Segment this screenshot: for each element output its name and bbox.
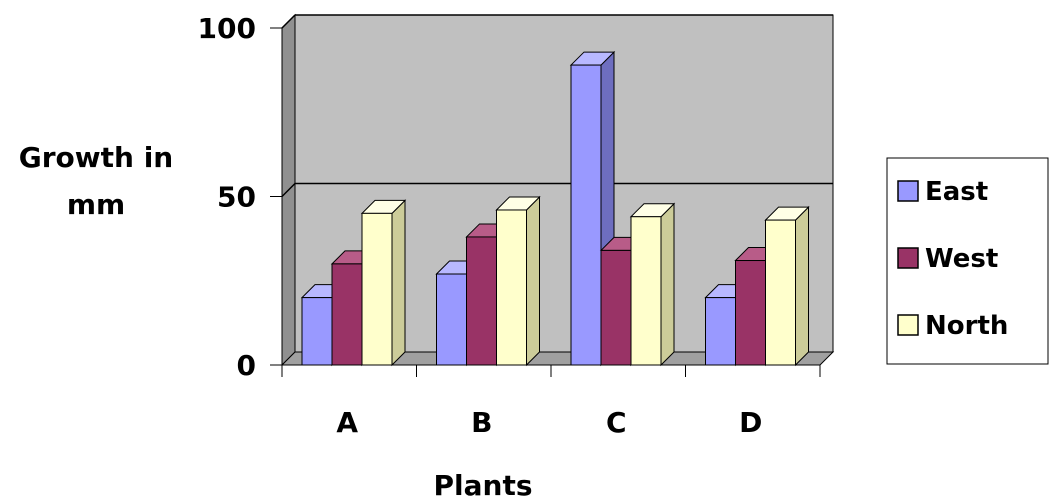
legend-swatch: [897, 314, 919, 336]
bar-front: [301, 297, 333, 366]
bar: [495, 195, 541, 367]
bar-front: [630, 216, 662, 366]
bar: [629, 202, 676, 367]
y-tick-label: 100: [198, 12, 256, 45]
bar-side: [391, 199, 406, 367]
gridline-side: [281, 182, 296, 198]
gridline-side: [281, 14, 296, 29]
bar-front: [436, 273, 467, 366]
x-axis-title: Plants: [434, 469, 533, 502]
bar-front: [496, 209, 527, 366]
bar-front: [765, 219, 796, 366]
bar-front: [705, 297, 736, 366]
x-tick-label: D: [739, 406, 762, 439]
bar-side: [526, 195, 540, 367]
y-tick-label: 50: [217, 181, 256, 214]
bars-group: [300, 50, 810, 367]
bar-front: [331, 263, 363, 366]
y-tick-labels: 0 50 100: [198, 12, 256, 382]
x-tick-label: B: [471, 406, 492, 439]
bar: [764, 205, 810, 367]
bar-front: [735, 260, 766, 366]
bar-side: [660, 202, 675, 367]
bar-side: [795, 205, 809, 367]
legend-swatch: [897, 247, 919, 269]
axes: [270, 27, 821, 377]
legend-swatch: [897, 180, 919, 202]
bar-front: [361, 212, 393, 366]
x-tick-label: C: [606, 406, 627, 439]
y-axis-title-line-2: mm: [67, 188, 125, 221]
bar-front: [466, 236, 497, 366]
legend-label: West: [925, 244, 998, 274]
gridlines: [281, 14, 833, 198]
bar: [360, 199, 407, 367]
legend: East West North: [886, 157, 1049, 365]
legend-label: North: [925, 311, 1008, 341]
x-tick-label: A: [336, 406, 358, 439]
bar-front: [570, 64, 602, 366]
y-axis-title-line-1: Growth in: [19, 141, 174, 174]
bar-front: [600, 249, 632, 366]
y-tick-label: 0: [237, 349, 256, 382]
x-tick-labels: A B C D: [336, 406, 762, 439]
legend-label: East: [925, 177, 988, 207]
